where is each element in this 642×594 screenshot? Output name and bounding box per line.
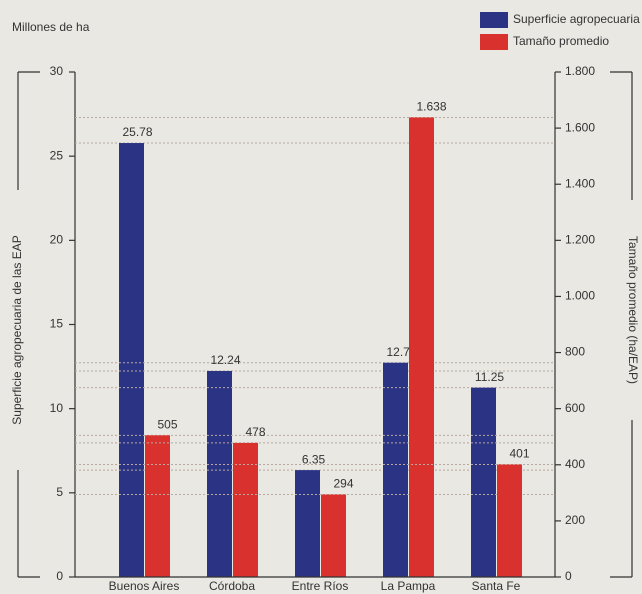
legend-label: Tamaño promedio	[513, 34, 609, 48]
y2-tick-label: 600	[565, 401, 585, 415]
bar	[295, 470, 320, 577]
y-tick-label: 20	[50, 233, 64, 247]
y2-tick-label: 1.800	[565, 64, 595, 78]
bar	[145, 435, 170, 577]
bar	[383, 362, 408, 577]
bar	[207, 370, 232, 577]
x-tick-label: Santa Fe	[472, 579, 521, 593]
value-label: 478	[245, 425, 265, 439]
y2-tick-label: 0	[565, 569, 572, 583]
value-label: 12.24	[210, 353, 240, 367]
legend-swatch	[480, 12, 508, 28]
x-tick-label: Córdoba	[209, 579, 255, 593]
bar	[471, 387, 496, 577]
value-label: 505	[157, 417, 177, 431]
bar	[321, 494, 346, 577]
bar	[233, 442, 258, 577]
bar	[409, 117, 434, 577]
y-tick-label: 25	[50, 148, 64, 162]
x-tick-label: Entre Ríos	[292, 579, 349, 593]
value-label: 6.35	[302, 452, 326, 466]
label-gap	[620, 200, 642, 420]
value-label: 25.78	[122, 125, 152, 139]
value-label: 401	[509, 447, 529, 461]
y-tick-label: 10	[50, 401, 64, 415]
y2-tick-label: 1.200	[565, 233, 595, 247]
y-tick-label: 5	[56, 485, 63, 499]
legend-label: Superficie agropecuaria	[513, 12, 640, 26]
y2-tick-label: 200	[565, 513, 585, 527]
y2-tick-label: 1.400	[565, 176, 595, 190]
y2-tick-label: 1.000	[565, 289, 595, 303]
label-gap	[6, 190, 30, 470]
y2-tick-label: 800	[565, 345, 585, 359]
value-label: 11.25	[475, 370, 504, 384]
x-tick-label: Buenos Aires	[109, 579, 180, 593]
y2-tick-label: 1.600	[565, 120, 595, 134]
y-tick-label: 30	[50, 64, 64, 78]
legend-swatch	[480, 34, 508, 50]
y-tick-label: 15	[50, 317, 64, 331]
unit-label: Millones de ha	[12, 20, 90, 34]
value-label: 294	[333, 477, 353, 491]
bar	[119, 143, 144, 577]
bar	[497, 464, 522, 577]
y2-axis-title: Tamaño promedio (ha/EAP)	[626, 236, 640, 384]
y-tick-label: 0	[56, 569, 63, 583]
y-axis-title: Superficie agropecuaria de las EAP	[10, 235, 24, 424]
y2-tick-label: 400	[565, 457, 585, 471]
x-tick-label: La Pampa	[381, 579, 436, 593]
value-label: 1.638	[416, 100, 446, 114]
